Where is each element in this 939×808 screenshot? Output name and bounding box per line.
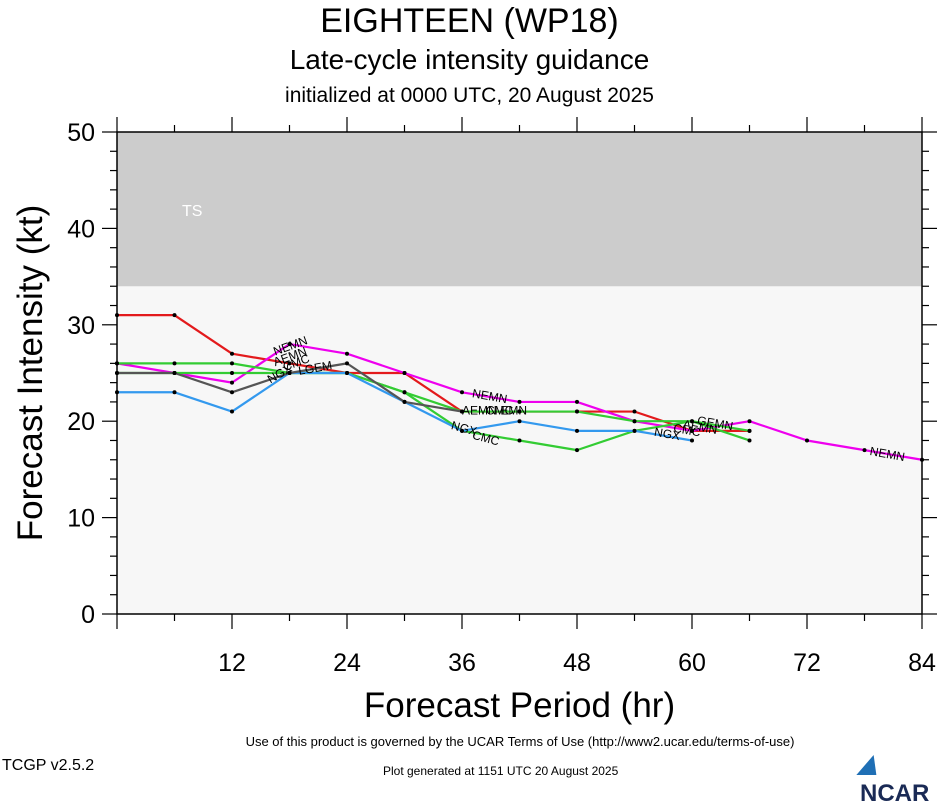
data-point [115, 371, 119, 375]
series-line-0 [117, 314, 750, 432]
data-point [517, 438, 522, 443]
data-point [115, 390, 119, 395]
model-label: AEMN [682, 417, 719, 437]
data-point [460, 428, 464, 433]
data-point [230, 351, 234, 356]
data-point [690, 438, 694, 443]
model-label: AEMN [462, 403, 497, 417]
model-label: NEMN [869, 444, 906, 464]
x-tick-label: 72 [793, 649, 821, 677]
data-point [402, 390, 407, 395]
x-axis-label: Forecast Period (hr) [364, 686, 675, 725]
model-label: NEMN [471, 386, 508, 406]
data-point [632, 428, 637, 433]
data-point [172, 371, 177, 375]
model-label: CMC [471, 428, 501, 449]
data-point [460, 409, 464, 414]
y-axis-label: Forecast Intensity (kt) [11, 205, 50, 541]
ncar-logo-icon [856, 755, 884, 775]
data-point [747, 438, 752, 443]
data-point [115, 361, 119, 366]
data-point [287, 361, 292, 366]
x-tick-label: 48 [563, 649, 591, 677]
data-point [575, 409, 579, 414]
data-point [632, 409, 637, 414]
data-point [287, 371, 292, 375]
data-point [517, 399, 522, 404]
data-point [747, 428, 752, 433]
intensity-band-0 [117, 132, 922, 287]
data-point [747, 419, 752, 424]
model-label: CMC [672, 421, 702, 440]
x-tick-label: 12 [218, 649, 246, 677]
data-point [805, 438, 809, 443]
data-point [575, 399, 579, 404]
band-label: TS [182, 203, 202, 220]
data-point [172, 390, 177, 395]
y-tick-label: 10 [67, 505, 95, 533]
data-point [632, 419, 637, 424]
generated-time: Plot generated at 1151 UTC 20 August 202… [383, 764, 619, 778]
data-point [230, 409, 234, 414]
model-label: NGX [653, 425, 681, 443]
ncar-logo: NCAR [856, 752, 939, 808]
y-tick-label: 30 [67, 312, 95, 340]
data-point [230, 380, 234, 385]
data-point [862, 448, 867, 453]
model-label: EMN [500, 403, 527, 417]
data-point [690, 419, 694, 424]
series-line-3 [117, 371, 750, 432]
model-label: NGX [450, 418, 479, 438]
model-label: LGEM [297, 358, 333, 378]
series-line-2 [117, 362, 750, 452]
data-point [575, 428, 579, 433]
data-point [230, 390, 234, 395]
data-point [460, 390, 464, 395]
data-point [345, 371, 349, 375]
x-tick-label: 60 [678, 649, 706, 677]
x-tick-label: 36 [448, 649, 476, 677]
x-tick-label: 24 [333, 649, 361, 677]
data-point [345, 351, 349, 356]
y-tick-label: 40 [67, 215, 95, 243]
terms-of-use: Use of this product is governed by the U… [245, 734, 795, 749]
chart-title: EIGHTEEN (WP18) [320, 2, 619, 40]
data-point [402, 399, 407, 404]
data-point [287, 342, 292, 347]
y-tick-label: 20 [67, 408, 95, 436]
data-point [345, 361, 349, 366]
data-point [172, 361, 177, 366]
version-label: TCGP v2.5.2 [2, 757, 95, 774]
x-tick-label: 84 [908, 649, 936, 677]
ncar-logo-text: NCAR [860, 780, 930, 807]
y-tick-label: 0 [81, 601, 95, 629]
chart-subtitle: Late-cycle intensity guidance [289, 44, 650, 75]
data-point [230, 361, 234, 366]
init-time: initialized at 0000 UTC, 20 August 2025 [285, 84, 654, 107]
model-label: CMC [486, 403, 514, 417]
y-tick-label: 50 [67, 119, 95, 147]
data-point [690, 428, 694, 433]
data-point [115, 313, 119, 318]
data-point [402, 371, 407, 375]
data-point [575, 448, 579, 453]
data-point [172, 313, 177, 318]
data-point [517, 419, 522, 424]
data-point [920, 457, 924, 462]
model-label: GEMN [696, 413, 734, 433]
data-point [230, 371, 234, 375]
intensity-chart: TS 0 10 20 30 40 50 12 24 36 48 60 72 84 Forecast Peri… [11, 117, 937, 725]
data-point [517, 409, 522, 414]
